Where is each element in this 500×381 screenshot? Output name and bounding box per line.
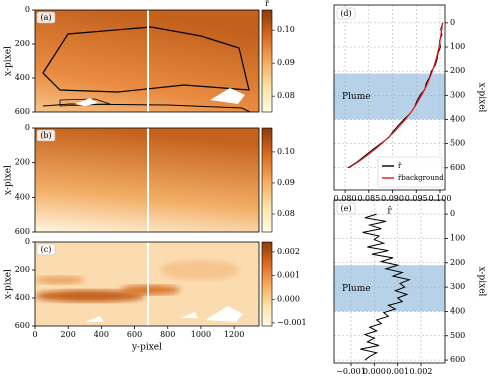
y-tick-label: 300 <box>450 282 465 291</box>
x-tick-label: 0.090 <box>381 194 404 203</box>
y-label: x-pixel <box>4 269 14 299</box>
y-tick-label: 200 <box>15 39 30 48</box>
x-tick-label: 0.085 <box>357 194 380 203</box>
frame <box>333 199 446 364</box>
y-tick-label: 0 <box>450 18 455 27</box>
y-tick-label: 100 <box>450 233 465 242</box>
x-tick-label: 0.000 <box>363 367 386 376</box>
colorbar-tick-label: 0.09 <box>277 58 295 67</box>
y-tick-label: 500 <box>450 331 465 340</box>
y-tick-label: 0 <box>25 5 30 14</box>
image-a <box>35 10 259 113</box>
x-tick-label: 1200 <box>224 330 244 339</box>
panel-label: (e) <box>341 204 352 213</box>
legend-box <box>377 156 443 188</box>
y-tick-label: 600 <box>450 355 465 364</box>
y-tick-label: 600 <box>15 227 30 236</box>
x-tick-label: 800 <box>160 330 175 339</box>
colorbar-tick-label: 0.002 <box>277 247 300 256</box>
y-label: x-pixel <box>4 46 14 76</box>
x-tick-label: 0.080 <box>334 194 357 203</box>
panel-label: (c) <box>41 245 52 254</box>
x-tick-label: 0.002 <box>410 367 433 376</box>
colorbar-tick-label: 0.000 <box>277 294 300 303</box>
x-tick-label: 200 <box>61 330 76 339</box>
colorbar-tick-label: 0.09 <box>277 178 295 187</box>
frame <box>34 9 260 113</box>
x-tick-label: 0 <box>32 330 37 339</box>
y-tick-label: 600 <box>450 163 465 172</box>
colorbar-label: r̂ <box>265 0 269 8</box>
panel-label: (d) <box>340 9 351 18</box>
y-label: x-pixel <box>477 83 487 113</box>
x-tick-label: −0.001 <box>336 367 366 376</box>
y-tick-label: 600 <box>15 321 30 330</box>
series-line <box>348 22 443 169</box>
y-tick-label: 300 <box>450 90 465 99</box>
legend-label: r̂ <box>398 161 402 170</box>
colorbar-tick-label: 0.08 <box>277 209 295 218</box>
colorbar-tick-label: 0.08 <box>277 91 295 100</box>
colorbar-tick-label: −0.001 <box>277 318 307 327</box>
y-tick-label: 200 <box>15 265 30 274</box>
legend-label: r̂background <box>398 173 444 182</box>
y-tick-label: 400 <box>450 114 465 123</box>
colorbar <box>261 127 273 233</box>
band-label: Plume <box>342 92 371 102</box>
series-line <box>360 213 412 361</box>
y-tick-label: 0 <box>25 237 30 246</box>
y-tick-label: 0 <box>450 209 455 218</box>
x-label: r̂ <box>387 206 392 217</box>
colorbar-tick-label: 0.001 <box>277 271 300 280</box>
y-tick-label: 200 <box>450 258 465 267</box>
x-tick-label: 1000 <box>191 330 211 339</box>
y-tick-label: 200 <box>15 158 30 167</box>
y-tick-label: 400 <box>15 73 30 82</box>
frame <box>34 241 260 327</box>
y-tick-label: 400 <box>450 306 465 315</box>
y-tick-label: 600 <box>15 107 30 116</box>
series-line <box>347 22 444 169</box>
y-tick-label: 0 <box>25 123 30 132</box>
y-label: x-pixel <box>4 165 14 195</box>
panel-label: (b) <box>40 131 51 140</box>
x-tick-label: 0.100 <box>429 194 452 203</box>
y-tick-label: 100 <box>450 42 465 51</box>
label-box <box>36 11 56 24</box>
colorbar-tick-label: 0.10 <box>277 147 295 156</box>
label-box <box>36 243 56 256</box>
image-c <box>35 242 259 326</box>
x-tick-label: 0.001 <box>386 367 409 376</box>
label-box <box>336 7 356 20</box>
label-box <box>36 129 56 142</box>
colorbar-tick-label: 0.10 <box>277 25 295 34</box>
x-label: y-pixel <box>131 343 162 353</box>
y-tick-label: 400 <box>15 192 30 201</box>
band <box>334 265 445 312</box>
band <box>334 73 445 120</box>
y-tick-label: 400 <box>15 293 30 302</box>
x-tick-label: 0.095 <box>405 194 428 203</box>
label-box <box>336 202 356 215</box>
frame <box>34 127 260 233</box>
colorbar <box>261 241 273 327</box>
image-b <box>35 128 259 232</box>
y-tick-label: 200 <box>450 66 465 75</box>
y-label: x-pixel <box>477 267 487 297</box>
panel-label: (a) <box>40 13 51 22</box>
y-tick-label: 500 <box>450 139 465 148</box>
x-tick-label: 600 <box>127 330 142 339</box>
colorbar <box>261 9 273 113</box>
x-tick-label: 400 <box>94 330 109 339</box>
band-label: Plume <box>342 284 371 294</box>
frame <box>333 4 446 191</box>
